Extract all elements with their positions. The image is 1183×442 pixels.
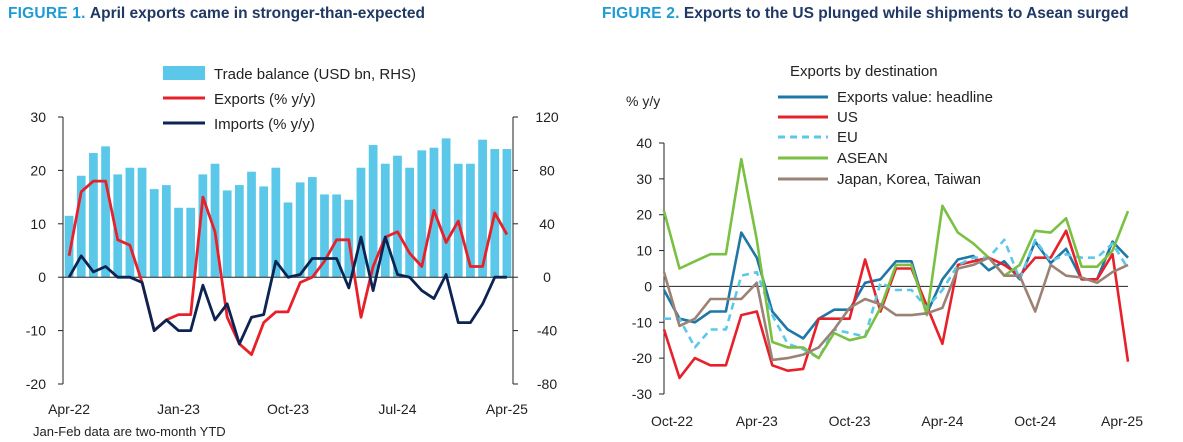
trade-balance-bar — [368, 145, 378, 278]
trade-balance-bar — [222, 190, 232, 278]
trade-balance-bar — [113, 174, 123, 278]
trade-balance-bar — [271, 167, 281, 278]
trade-balance-bar — [502, 149, 512, 278]
trade-balance-bar — [125, 167, 135, 278]
figure-2-panel: FIGURE 2. Exports to the US plunged whil… — [596, 0, 1183, 442]
asean-line — [662, 157, 1130, 360]
left-tick-label: 30 — [30, 109, 46, 125]
x-tick-label: Oct-23 — [829, 413, 871, 429]
left-tick-label: 20 — [30, 162, 46, 178]
x-tick-label: Apr-22 — [48, 401, 90, 417]
trade-balance-bar — [162, 185, 171, 278]
y-tick-label: 0 — [644, 278, 652, 294]
y-tick-label: -20 — [632, 350, 652, 366]
trade-balance-bar — [478, 139, 487, 278]
x-tick-label: Apr-25 — [486, 401, 528, 417]
japan-korea-taiwan-line — [662, 256, 1129, 362]
legend-swatch-trade-balance — [163, 66, 205, 80]
y-tick-label: -30 — [632, 386, 652, 402]
trade-balance-bar — [466, 163, 475, 278]
right-tick-label: 120 — [535, 109, 559, 125]
legend-label: Trade balance (USD bn, RHS) — [214, 66, 416, 83]
trade-balance-bar — [64, 215, 74, 278]
figure-2-title: FIGURE 2. Exports to the US plunged whil… — [602, 5, 1129, 23]
figure-1-title: FIGURE 1. April exports came in stronger… — [8, 5, 425, 23]
x-tick-label: Oct-23 — [267, 401, 309, 417]
x-tick-label: Oct-22 — [651, 413, 693, 429]
left-tick-label: 0 — [38, 269, 46, 285]
left-tick-label: 10 — [30, 216, 46, 232]
trade-balance-bar — [295, 182, 305, 278]
trade-balance-bar — [332, 194, 342, 278]
trade-balance-bar — [89, 153, 98, 278]
x-tick-label: Oct-24 — [1014, 413, 1056, 429]
x-tick-label: Apr-24 — [921, 413, 963, 429]
legend-label: US — [837, 109, 858, 126]
y-tick-label: 10 — [636, 243, 652, 259]
trade-balance-bar — [259, 186, 269, 278]
figure-2-label: FIGURE 2. — [602, 5, 680, 22]
left-tick-label: -10 — [26, 323, 46, 339]
trade-balance-bar — [234, 185, 244, 278]
exports-value-headline-line — [662, 231, 1129, 340]
trade-balance-bar — [380, 163, 390, 278]
legend-title: Exports by destination — [790, 63, 938, 80]
imports-y-y-line — [67, 235, 507, 346]
legend-label: EU — [837, 129, 858, 146]
figure-1-label: FIGURE 1. — [8, 5, 86, 22]
legend-label: Exports value: headline — [837, 89, 993, 106]
trade-balance-bar — [405, 167, 414, 278]
left-tick-label: -20 — [26, 376, 46, 392]
right-tick-label: 80 — [539, 162, 555, 178]
trade-balance-bar — [320, 194, 329, 278]
trade-balance-bar — [283, 202, 293, 278]
x-tick-label: Jan-23 — [157, 401, 200, 417]
right-tick-label: 0 — [543, 269, 551, 285]
trade-balance-bar — [76, 175, 86, 278]
trade-balance-bar — [356, 167, 366, 278]
trade-balance-bar — [198, 174, 208, 278]
trade-balance-bar — [417, 150, 427, 278]
figure-1-chart: -20 -10 0 10 20 30 -80 -40 0 40 80 120 Apr-22 Jan-23 O… — [26, 66, 559, 417]
trade-balance-bar — [393, 155, 402, 278]
x-tick-label: Apr-23 — [736, 413, 778, 429]
trade-balance-bar — [186, 207, 196, 278]
figure-1-footnote: Jan-Feb data are two-month YTD — [33, 424, 226, 439]
x-tick-label: Apr-25 — [1101, 413, 1143, 429]
right-tick-label: -40 — [537, 323, 557, 339]
legend-label: ASEAN — [837, 150, 888, 167]
figure-2-chart: -30 -20 -10 0 10 20 30 40 % y/y Oct-22 Apr-23 Oct-2… — [626, 63, 1143, 429]
trade-balance-bar — [149, 189, 159, 278]
legend-label: Exports (% y/y) — [214, 91, 316, 108]
right-tick-label: 40 — [539, 216, 555, 232]
trade-balance-bar — [174, 207, 183, 278]
x-tick-label: Jul-24 — [378, 401, 416, 417]
y-axis-label: % y/y — [626, 93, 660, 109]
y-tick-label: -10 — [632, 314, 652, 330]
eu-line — [664, 238, 1130, 360]
trade-balance-bar — [247, 171, 256, 278]
legend-label: Imports (% y/y) — [214, 116, 315, 133]
legend-label: Japan, Korea, Taiwan — [837, 171, 981, 188]
y-tick-label: 40 — [636, 135, 652, 151]
right-tick-label: -80 — [537, 376, 557, 392]
trade-balance-bar — [441, 138, 451, 278]
figure-1-panel: FIGURE 1. April exports came in stronger… — [0, 0, 590, 442]
figure-1-heading: April exports came in stronger-than-expe… — [89, 5, 425, 22]
figure-2-heading: Exports to the US plunged while shipment… — [683, 5, 1129, 22]
y-tick-label: 20 — [636, 207, 652, 223]
y-tick-label: 30 — [636, 171, 652, 187]
trade-balance-bar — [101, 146, 110, 278]
trade-balance-bar — [307, 177, 317, 278]
trade-balance-bar — [210, 163, 220, 278]
trade-balance-bar — [137, 167, 147, 278]
